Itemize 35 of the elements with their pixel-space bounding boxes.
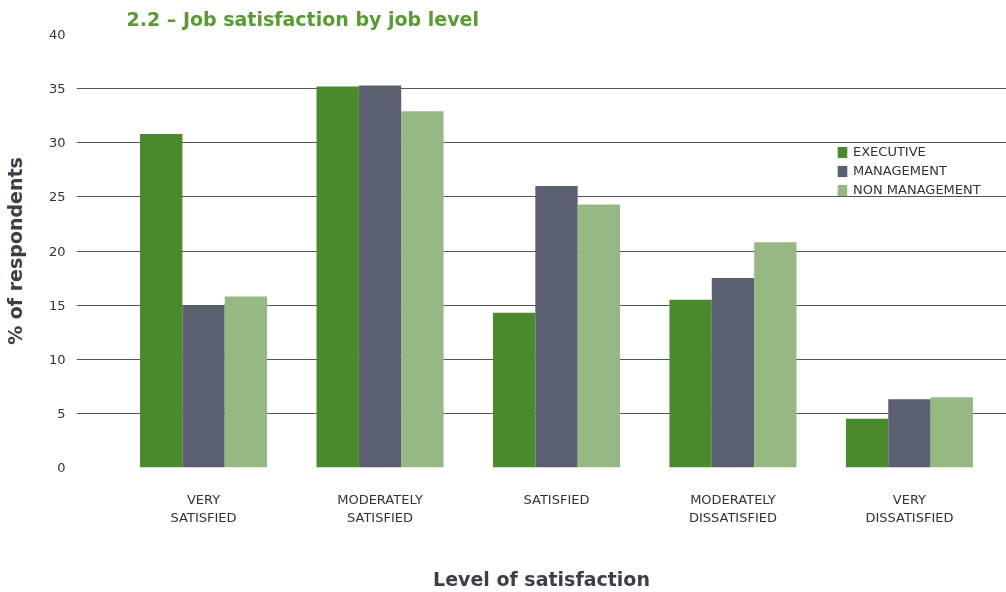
bar — [224, 296, 268, 468]
x-tick-label: MODERATELY SATISFIED — [337, 491, 423, 525]
x-tick-label: MODERATELY DISSATISFIED — [688, 491, 777, 525]
y-tick-label: 10 — [48, 351, 66, 367]
bar — [577, 204, 621, 468]
bar — [358, 85, 402, 468]
bar — [888, 399, 931, 468]
bar — [930, 397, 973, 468]
bar — [845, 418, 889, 468]
y-tick-label: 0 — [57, 460, 66, 475]
x-tick-label: SATISFIED — [523, 491, 590, 507]
bar — [711, 278, 755, 468]
legend-label: NON MANAGEMENT — [853, 182, 981, 197]
y-tick-label: 35 — [48, 81, 66, 97]
y-tick-label: 15 — [48, 297, 66, 313]
legend-label: EXECUTIVE — [853, 144, 926, 159]
bar — [492, 312, 536, 468]
y-tick-label: 40 — [48, 27, 66, 42]
y-tick-label: 20 — [48, 243, 66, 259]
x-tick-label: VERY SATISFIED — [170, 491, 237, 525]
bar — [182, 305, 225, 468]
y-axis-title: % of respondents — [3, 157, 26, 345]
x-tick-label: VERY DISSATISFIED — [865, 491, 954, 525]
y-tick-label: 25 — [48, 189, 66, 205]
bar — [669, 299, 712, 468]
bar — [401, 111, 444, 468]
chart-title: 2.2 – Job satisfaction by job level — [126, 7, 479, 30]
y-tick-label: 5 — [57, 405, 66, 421]
bar — [140, 134, 183, 468]
bar — [316, 86, 359, 468]
bar — [754, 242, 797, 468]
legend-label: MANAGEMENT — [853, 163, 947, 178]
bar — [535, 186, 578, 468]
x-axis-title: Level of satisfaction — [433, 567, 650, 590]
y-tick-label: 30 — [48, 135, 66, 151]
